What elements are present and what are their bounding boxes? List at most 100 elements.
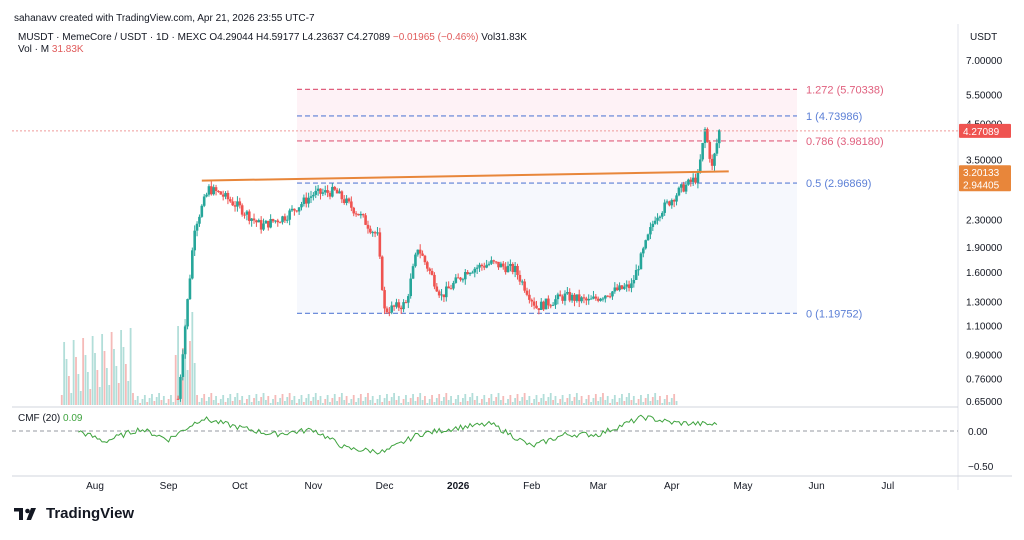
- candle-body: [466, 272, 469, 275]
- volume-bar: [511, 402, 514, 405]
- candle-body: [402, 302, 405, 310]
- volume-bar: [407, 402, 410, 405]
- volume-bar: [317, 400, 320, 405]
- candle-body: [186, 299, 189, 327]
- candle-body: [380, 256, 384, 291]
- volume-bar: [77, 374, 80, 405]
- volume-bar: [139, 403, 141, 405]
- candle-body: [713, 153, 716, 166]
- volume-bar: [269, 403, 272, 405]
- volume-bar: [447, 400, 450, 405]
- volume-bar: [279, 398, 282, 405]
- volume-bar: [602, 393, 604, 405]
- candle-body: [243, 214, 246, 216]
- candle-body: [710, 158, 714, 166]
- volume-bar: [628, 393, 630, 405]
- candle-body: [542, 301, 545, 310]
- candle-body: [369, 228, 372, 233]
- brand-footer[interactable]: TradingView: [14, 505, 134, 522]
- candle-body: [463, 272, 467, 280]
- candle-body: [411, 266, 415, 279]
- candle-body: [264, 220, 268, 224]
- candle-body: [532, 301, 536, 306]
- volume-bar: [70, 393, 73, 405]
- candle-body: [478, 264, 481, 268]
- candle-body: [618, 285, 621, 291]
- volume-bar: [483, 395, 486, 405]
- candle-body: [703, 129, 707, 144]
- candle-body: [295, 210, 299, 212]
- candle-body: [224, 192, 227, 197]
- candle-body: [696, 172, 700, 183]
- candle-body: [449, 288, 453, 290]
- candle-body: [378, 232, 382, 257]
- candle-body: [276, 220, 280, 223]
- candle-body: [698, 159, 702, 173]
- volume-bar: [400, 403, 403, 405]
- candle-body: [188, 278, 192, 300]
- volume-bar: [450, 396, 452, 405]
- volume-bar: [281, 394, 284, 405]
- candle-body: [530, 299, 534, 302]
- volume-bar: [305, 398, 308, 405]
- volume-bar: [535, 395, 538, 405]
- candle-body: [561, 296, 564, 301]
- symbol-legend[interactable]: MUSDT · MemeCore / USDT · 1D · MEXC O4.2…: [18, 31, 527, 44]
- volume-bar: [580, 396, 583, 405]
- creator-caption: sahanavv created with TradingView.com, A…: [14, 13, 315, 24]
- candle-body: [682, 184, 685, 192]
- candle-body: [428, 268, 431, 271]
- candle-body: [499, 263, 503, 268]
- price-axis-tick: 4.50000: [966, 119, 1003, 130]
- candle-body: [701, 143, 704, 160]
- volume-bar: [495, 397, 498, 405]
- volume-bar: [108, 385, 111, 405]
- volume-bar: [120, 330, 123, 405]
- candle-body: [373, 232, 377, 234]
- volume-bar: [656, 400, 659, 405]
- volume-bar: [642, 402, 645, 405]
- candle-body: [210, 186, 213, 195]
- volume-bar: [338, 397, 341, 405]
- candle-body: [620, 285, 624, 289]
- candle-body: [347, 198, 351, 202]
- candle-body: [596, 298, 600, 301]
- candle-body: [238, 201, 242, 206]
- volume-bar: [490, 394, 493, 405]
- volume-bar: [464, 394, 467, 405]
- volume-bar: [134, 400, 137, 405]
- cmf-legend[interactable]: CMF (20) 0.09: [18, 413, 82, 424]
- candle-body: [245, 211, 249, 215]
- volume-bar: [568, 394, 571, 405]
- volume-bar: [445, 393, 448, 405]
- candle-body: [511, 263, 515, 273]
- volume-bar: [193, 363, 196, 405]
- candle-body: [613, 287, 617, 292]
- volume-bar: [362, 401, 365, 405]
- candle-body: [293, 208, 296, 211]
- volume-bar: [651, 397, 654, 405]
- volume-bar: [146, 402, 149, 405]
- volume-legend[interactable]: Vol · M 31.83K: [18, 44, 84, 55]
- candle-body: [323, 190, 327, 193]
- candle-body: [314, 190, 318, 195]
- volume-bar: [293, 396, 296, 405]
- volume-bar: [594, 394, 597, 405]
- volume-bar: [549, 393, 552, 405]
- volume-bar: [514, 398, 517, 405]
- price-axis-tick: 7.00000: [966, 56, 1003, 67]
- volume-bar: [179, 377, 182, 405]
- trendline: [201, 170, 729, 182]
- volume-bar: [670, 398, 673, 405]
- candle-body: [537, 308, 541, 310]
- candle-body: [392, 305, 396, 307]
- volume-bar: [333, 394, 336, 405]
- candle-body: [418, 249, 422, 254]
- candle-body: [604, 295, 607, 299]
- volume-bar: [471, 393, 474, 405]
- volume-bar: [459, 402, 462, 405]
- candle-body: [338, 191, 341, 194]
- volume-bar: [397, 396, 400, 405]
- volume-bar: [533, 399, 536, 405]
